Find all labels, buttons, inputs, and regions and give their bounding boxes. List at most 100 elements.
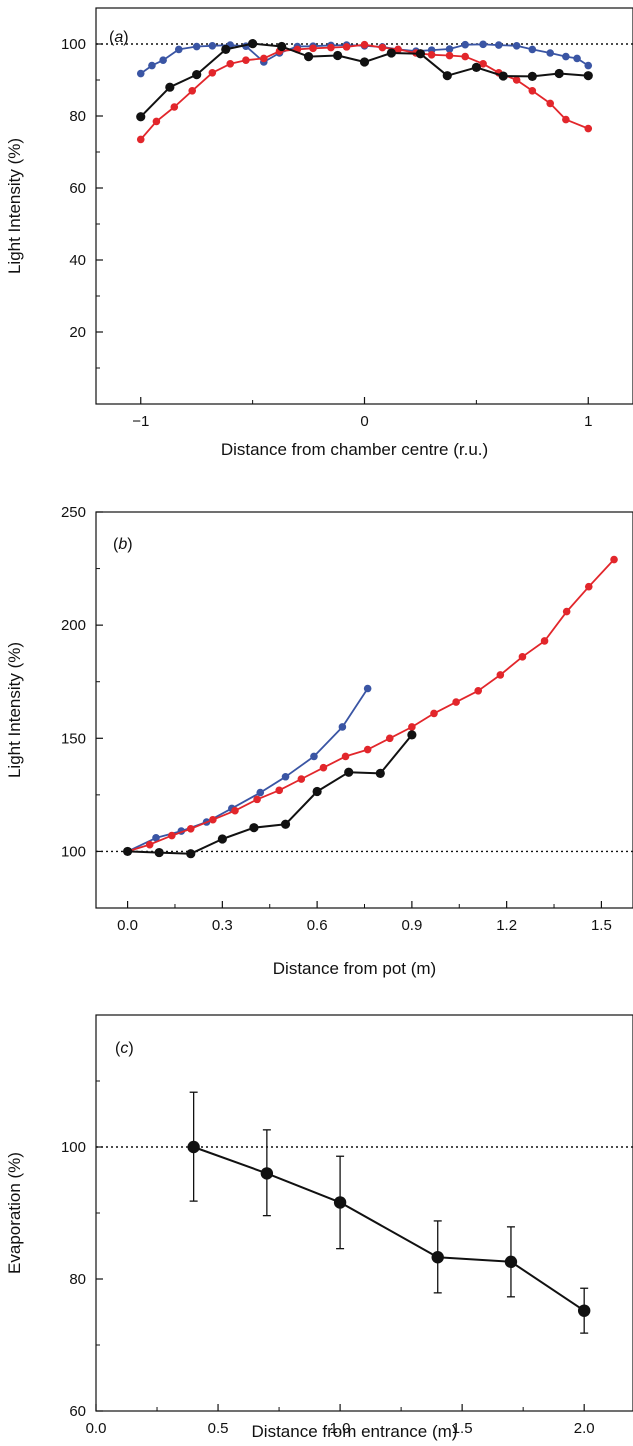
- data-point-red: [378, 43, 387, 52]
- data-point-red: [408, 723, 416, 731]
- data-point-blue: [494, 41, 503, 49]
- data-point-red: [518, 653, 527, 661]
- data-point-red: [319, 763, 328, 772]
- plot-frame-a: [95, 7, 633, 405]
- data-point-black: [344, 767, 354, 777]
- panel-label-open: (: [113, 536, 119, 553]
- series-b-red: [123, 555, 618, 856]
- panel-label-close: ): [123, 29, 128, 46]
- data-point-black: [504, 1255, 518, 1269]
- data-point-red: [546, 99, 555, 108]
- data-point-black: [431, 1251, 444, 1264]
- data-point-red: [427, 51, 436, 59]
- data-point-red: [452, 698, 460, 706]
- data-point-red: [242, 56, 250, 64]
- data-point-red: [342, 43, 351, 51]
- data-point-red: [209, 815, 217, 824]
- data-point-red: [461, 52, 469, 61]
- y-tick-label-b: 100: [61, 843, 86, 860]
- data-point-red: [260, 54, 268, 63]
- data-point-blue: [445, 45, 454, 53]
- data-point-blue: [479, 40, 487, 49]
- y-tick-label-a: 60: [69, 180, 86, 197]
- data-point-black: [312, 786, 322, 797]
- data-point-red: [394, 45, 402, 54]
- data-point-red: [528, 87, 537, 95]
- data-point-red: [208, 69, 217, 77]
- y-tick-label-a: 80: [69, 108, 86, 125]
- data-point-blue: [152, 834, 160, 842]
- x-tick-label-c: 2.0: [574, 1420, 595, 1437]
- panel-label-close: ): [127, 536, 132, 553]
- panel-label-open: (: [109, 29, 115, 46]
- data-point-red: [186, 825, 195, 833]
- data-point-red: [479, 60, 487, 68]
- data-point-black: [248, 39, 258, 49]
- data-point-red: [540, 637, 549, 645]
- data-point-blue: [573, 54, 581, 63]
- data-point-red: [275, 786, 284, 795]
- data-point-black: [471, 62, 481, 72]
- panel-label-close: ): [128, 1040, 133, 1057]
- data-point-red: [360, 40, 369, 49]
- data-point-red: [512, 76, 521, 84]
- data-point-red: [610, 555, 618, 564]
- series-c-black: [187, 1091, 591, 1334]
- y-tick-label-c: 100: [61, 1139, 86, 1156]
- data-point-red: [363, 745, 372, 754]
- panel-label-b: (b): [113, 536, 133, 553]
- panel-label-letter: c: [120, 1040, 128, 1057]
- series-line-red: [127, 558, 615, 853]
- data-point-black: [359, 57, 370, 67]
- y-tick-label-b: 200: [61, 617, 86, 634]
- x-tick-label-c: 0.5: [208, 1420, 229, 1437]
- data-point-black: [498, 71, 508, 81]
- data-point-red: [430, 709, 438, 718]
- x-tick-label-b: 1.5: [591, 917, 612, 934]
- y-tick-label-c: 80: [69, 1271, 86, 1288]
- y-tick-label-b: 250: [61, 504, 86, 521]
- y-tick-label-a: 40: [69, 252, 86, 269]
- panel-a: 20 40 60 80 100 −1 0 1 Distance from chamber cen…: [5, 7, 633, 459]
- data-point-red: [168, 831, 176, 840]
- data-point-black: [260, 1167, 274, 1180]
- data-point-black: [303, 52, 314, 62]
- series-a-red: [136, 40, 593, 144]
- data-point-black: [415, 49, 426, 59]
- data-point-black: [192, 70, 202, 80]
- data-point-black: [333, 1196, 347, 1209]
- data-point-blue: [148, 61, 156, 70]
- data-point-black: [136, 112, 146, 122]
- x-tick-label-a: 1: [584, 413, 592, 430]
- data-point-red: [584, 124, 593, 133]
- data-point-blue: [528, 45, 537, 54]
- data-point-black: [527, 71, 537, 81]
- data-point-black: [165, 82, 175, 92]
- y-axis-label-c: Evaporation (%): [5, 1152, 24, 1274]
- data-point-blue: [562, 52, 570, 61]
- data-point-red: [136, 135, 145, 144]
- data-point-red: [170, 103, 179, 111]
- data-point-blue: [281, 772, 290, 781]
- data-point-red: [152, 117, 161, 126]
- data-point-black: [122, 846, 133, 857]
- data-point-black: [154, 847, 164, 858]
- y-axis-label-b: Light Intensity (%): [5, 642, 24, 778]
- data-point-red: [341, 752, 350, 761]
- data-point-red: [562, 115, 570, 124]
- data-point-blue: [208, 42, 217, 50]
- x-axis-label-a: Distance from chamber centre (r.u.): [221, 440, 488, 459]
- data-point-red: [226, 60, 235, 68]
- panel-label-letter: b: [118, 536, 127, 553]
- x-axis-label-b: Distance from pot (m): [273, 959, 436, 978]
- x-tick-label-c: 1.0: [330, 1420, 351, 1437]
- data-point-red: [145, 840, 154, 849]
- data-point-black: [277, 41, 287, 52]
- data-point-black: [249, 823, 259, 833]
- series-line-black: [193, 1146, 585, 1312]
- data-point-red: [562, 607, 571, 616]
- y-axis-label-a: Light Intensity (%): [5, 138, 24, 274]
- data-point-red: [385, 734, 394, 743]
- series-line-black: [127, 734, 413, 855]
